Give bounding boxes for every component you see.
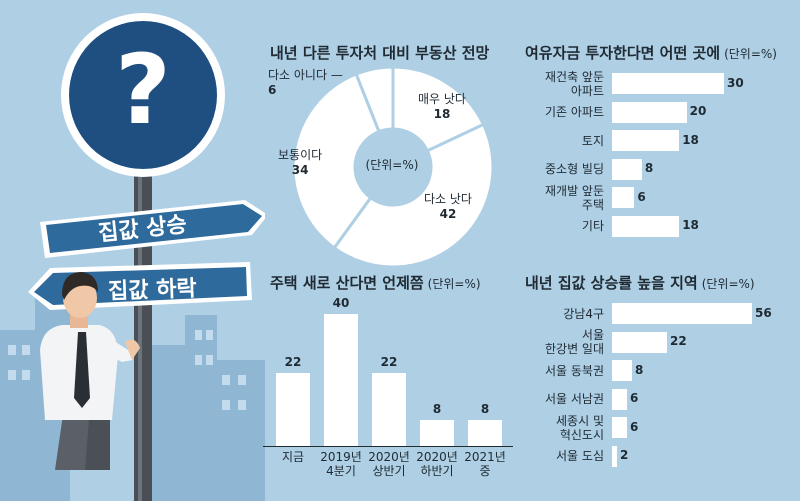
illustration	[0, 13, 265, 501]
pie-slice-1	[332, 122, 495, 269]
region-label-1: 서울 한강변 일대	[544, 328, 604, 356]
invest-bar-3	[612, 158, 642, 180]
invest-bar-1	[612, 101, 687, 123]
timing-label-0: 지금	[281, 450, 305, 464]
region-label-5: 서울 도심	[556, 449, 604, 463]
timing-bar-4	[468, 419, 502, 446]
man-figure	[40, 272, 140, 470]
pie-chart-title: 내년 다른 투자처 대비 부동산 전망	[270, 44, 490, 62]
region-bar-1	[612, 331, 667, 353]
timing-bar-0	[276, 373, 310, 446]
timing-label-3: 2020년 하반기	[416, 450, 458, 478]
timing-value-4: 8	[480, 401, 490, 416]
invest-value-5: 18	[682, 218, 699, 232]
pie-slice-2	[291, 72, 381, 250]
invest-bar-2	[612, 130, 680, 151]
invest-value-1: 20	[689, 104, 707, 118]
pie-label-somewhat-better: 다소 낫다 42	[424, 192, 472, 221]
region-label-2: 서울 동북권	[544, 363, 604, 378]
invest-bar-5	[612, 215, 680, 237]
invest-value-0: 30	[727, 75, 744, 90]
timing-label-1: 2019년 4분기	[320, 450, 362, 478]
sign-up-board	[46, 204, 262, 253]
region-value-1: 22	[670, 334, 687, 348]
timing-value-0: 22	[284, 355, 302, 370]
region-label-3: 서울 서남권	[544, 392, 604, 406]
region-label-0: 강남4구	[563, 306, 604, 321]
invest-chart-title: 여유자금 투자한다면 어떤 곳에 (단위=%)	[525, 44, 777, 62]
region-value-5: 2	[620, 448, 629, 462]
invest-label-3: 중소형 빌딩	[544, 162, 604, 176]
invest-value-4: 6	[637, 189, 646, 204]
timing-value-1: 40	[332, 296, 350, 310]
invest-bar-0	[612, 73, 724, 94]
pie-center-label: (단위=%)	[365, 158, 419, 172]
invest-label-0: 재건축 앞둔 아파트	[544, 69, 604, 98]
region-value-4: 6	[630, 419, 639, 434]
timing-value-3: 8	[432, 401, 442, 416]
pie-chart	[291, 65, 495, 269]
invest-label-5: 기타	[581, 219, 604, 233]
region-value-0: 56	[755, 305, 772, 320]
sign-down-label: 집값 하락	[107, 276, 198, 305]
timing-bar-1	[324, 314, 358, 446]
region-bar-4	[612, 417, 627, 438]
invest-label-1: 기존 아파트	[544, 105, 604, 119]
timing-axis-line	[263, 446, 513, 447]
city-skyline	[0, 295, 265, 501]
timing-label-4: 2021년 중	[464, 450, 506, 478]
invest-bar-4	[612, 187, 635, 208]
region-value-3: 6	[630, 391, 639, 405]
pie-hole	[356, 130, 430, 204]
region-bar-2	[612, 360, 632, 381]
region-bar-0	[612, 303, 752, 324]
timing-chart-title: 주택 새로 산다면 언제쯤 (단위=%)	[270, 274, 481, 292]
pie-label-somewhat-no: 다소 아니다 — 6	[268, 68, 343, 97]
pie-slice-0	[391, 65, 486, 153]
timing-bar-3	[420, 419, 454, 446]
region-label-4: 세종시 및 혁신도시	[556, 413, 604, 442]
pie-label-normal: 보통이다 34	[278, 148, 323, 177]
invest-label-2: 토지	[581, 133, 604, 148]
region-bar-3	[612, 388, 627, 410]
sign-pole	[134, 140, 152, 501]
region-bar-5	[612, 445, 617, 467]
invest-value-3: 8	[644, 161, 654, 175]
invest-label-4: 재개발 앞둔 주택	[544, 183, 604, 212]
timing-label-2: 2020년 상반기	[368, 450, 410, 478]
pie-label-much-better: 매우 낫다 18	[418, 92, 466, 121]
timing-value-2: 22	[380, 355, 398, 370]
invest-value-2: 18	[682, 132, 699, 147]
timing-bar-2	[372, 373, 406, 446]
pie-slice-3	[354, 65, 395, 134]
region-value-2: 8	[635, 362, 644, 377]
question-mark: ?	[115, 34, 171, 146]
region-chart-title: 내년 집값 상승률 높을 지역 (단위=%)	[525, 274, 755, 292]
